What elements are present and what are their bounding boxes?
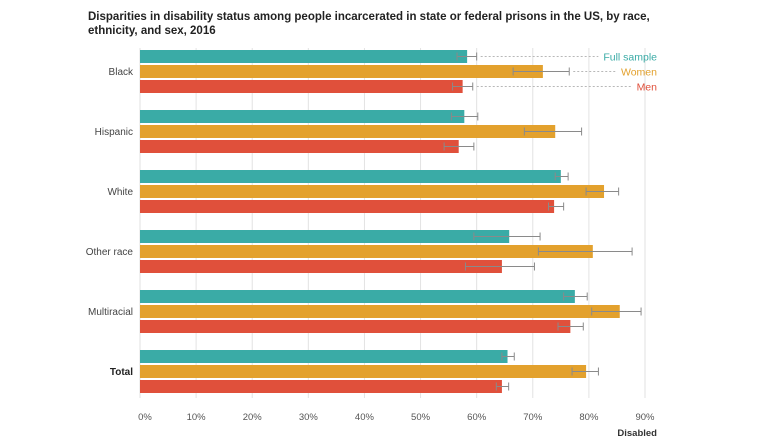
grid-layer bbox=[139, 48, 646, 398]
error-bar bbox=[554, 172, 569, 181]
bar bbox=[140, 380, 502, 393]
category-label: Other race bbox=[86, 247, 134, 258]
category-label: Black bbox=[109, 67, 134, 78]
x-axis-label: Disabled bbox=[617, 428, 657, 439]
bar bbox=[140, 170, 561, 183]
legend-label: Women bbox=[621, 67, 657, 79]
legend-label: Full sample bbox=[603, 52, 657, 64]
bar bbox=[140, 365, 587, 378]
legend: Full sample Women Men bbox=[476, 52, 658, 94]
category-label: Hispanic bbox=[95, 127, 133, 138]
x-tick-label: 30% bbox=[299, 412, 319, 423]
x-tick-label: 20% bbox=[243, 412, 263, 423]
error-bar bbox=[452, 82, 474, 91]
error-bar bbox=[563, 292, 588, 301]
bar bbox=[140, 80, 463, 93]
error-bar bbox=[585, 187, 620, 196]
labels-layer: 0% 10% 20% 30% 40% 50% 60% 70% 80% 90% Black Hispan… bbox=[86, 67, 655, 423]
bars-layer bbox=[140, 50, 620, 393]
category-label: Multiracial bbox=[88, 307, 133, 318]
bar bbox=[140, 50, 468, 63]
bar bbox=[140, 305, 620, 318]
x-tick-label: 50% bbox=[411, 412, 431, 423]
bar bbox=[140, 245, 593, 258]
error-bar bbox=[537, 247, 633, 256]
bar bbox=[140, 200, 555, 213]
error-bar bbox=[464, 262, 535, 271]
x-tick-label: 60% bbox=[467, 412, 487, 423]
bar bbox=[140, 140, 459, 153]
category-label: White bbox=[107, 187, 133, 198]
bar bbox=[140, 290, 575, 303]
error-bar bbox=[450, 112, 479, 121]
error-bar bbox=[501, 352, 515, 361]
chart-title: Disparities in disability status among p… bbox=[88, 11, 650, 37]
category-label: Total bbox=[110, 367, 133, 378]
bar bbox=[140, 125, 556, 138]
error-bar bbox=[495, 382, 510, 391]
error-bar bbox=[557, 322, 584, 331]
bar bbox=[140, 110, 465, 123]
error-bar bbox=[547, 202, 565, 211]
bar bbox=[140, 260, 502, 273]
legend-label: Men bbox=[637, 82, 658, 94]
x-tick-label: 90% bbox=[635, 412, 655, 423]
bar bbox=[140, 350, 508, 363]
error-bars-layer bbox=[443, 52, 642, 391]
error-bar bbox=[512, 67, 570, 76]
bar bbox=[140, 230, 510, 243]
error-bar bbox=[571, 367, 599, 376]
x-tick-label: 10% bbox=[187, 412, 207, 423]
error-bar bbox=[456, 52, 478, 61]
x-tick-label: 70% bbox=[523, 412, 543, 423]
error-bar bbox=[591, 307, 642, 316]
error-bar bbox=[473, 232, 541, 241]
bar bbox=[140, 320, 571, 333]
bar bbox=[140, 185, 605, 198]
error-bar bbox=[443, 142, 475, 151]
bar bbox=[140, 65, 543, 78]
x-tick-label: 80% bbox=[579, 412, 599, 423]
x-tick-label: 0% bbox=[138, 412, 152, 423]
x-tick-label: 40% bbox=[355, 412, 375, 423]
error-bar bbox=[523, 127, 583, 136]
